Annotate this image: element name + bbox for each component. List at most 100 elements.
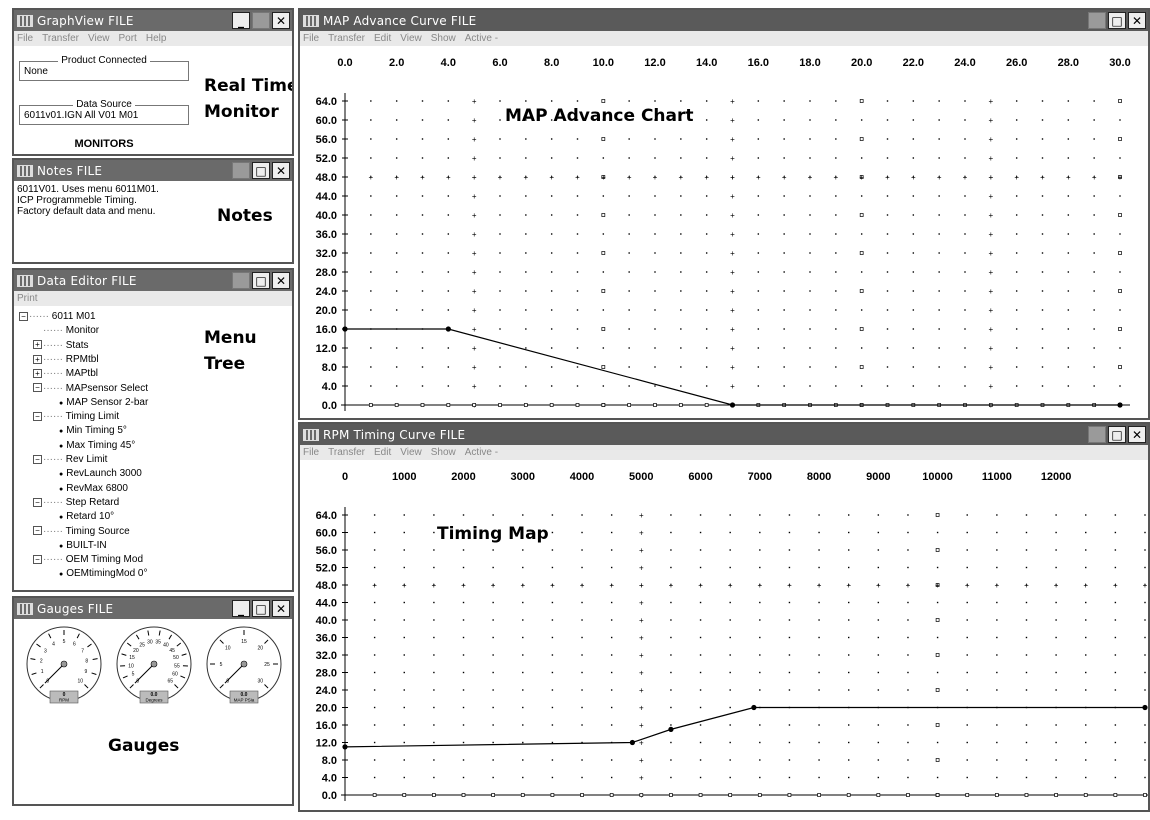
menu-print[interactable]: Print	[17, 293, 38, 304]
tree-item[interactable]: + ······ MAPtbl	[33, 367, 98, 380]
grid-dot	[581, 776, 583, 779]
grid-dot	[788, 531, 791, 534]
menu-file[interactable]: File	[303, 447, 320, 458]
collapse-icon[interactable]: −	[33, 454, 42, 464]
tree-item[interactable]: ● MAP Sensor 2-bar	[59, 396, 148, 410]
menu-edit[interactable]: Edit	[374, 447, 392, 458]
grid-dot	[1144, 689, 1146, 691]
tree-item[interactable]: + ······ RPMtbl	[33, 353, 99, 366]
menu-help[interactable]: Help	[145, 33, 167, 44]
grid-dot	[1093, 138, 1095, 140]
close-icon[interactable]: ✕	[272, 162, 290, 179]
tree-item[interactable]: ······ Monitor	[33, 324, 99, 337]
menu-view[interactable]: View	[400, 447, 422, 458]
curve-point[interactable]	[1117, 402, 1123, 408]
tree-item[interactable]: − ······ Timing Source	[33, 525, 130, 538]
map-titlebar[interactable]: MAP Advance Curve FILE _ □ ✕	[300, 10, 1148, 31]
menu-port[interactable]: Port	[118, 33, 137, 44]
rpm-timing-chart[interactable]: + + + + + + + + + + + + + + + + + + + + + + + + + + + + + + + + + + + + + + + +…	[300, 461, 1148, 811]
grid-square	[669, 793, 673, 797]
tree-item[interactable]: ● RevMax 6800	[59, 482, 128, 496]
tree-item[interactable]: ● Max Timing 45°	[59, 439, 135, 453]
menu-show[interactable]: Show	[430, 33, 456, 44]
collapse-icon[interactable]: −	[33, 554, 42, 564]
tree-item[interactable]: − ······ MAPsensor Select	[33, 382, 148, 395]
tree-item[interactable]: ● BUILT-IN	[59, 539, 107, 553]
maximize-icon[interactable]: □	[252, 162, 270, 179]
map-advance-chart[interactable]: + + + + + + + + + + + + + + + + + + + + + + + + + + + + + + + + + + + + + + + +…	[300, 47, 1148, 419]
close-icon[interactable]: ✕	[272, 272, 290, 289]
grid-square	[639, 793, 644, 797]
curve-point[interactable]	[668, 726, 674, 732]
close-icon[interactable]: ✕	[1128, 12, 1146, 29]
menu-transfer[interactable]: Transfer	[328, 33, 365, 44]
grid-dot	[403, 566, 405, 569]
close-icon[interactable]: ✕	[272, 600, 290, 617]
menu-file[interactable]: File	[303, 33, 320, 44]
grid-square	[995, 793, 999, 797]
collapse-icon[interactable]: −	[19, 311, 28, 321]
maximize-icon[interactable]: □	[1108, 12, 1126, 29]
curve-point[interactable]	[342, 744, 348, 750]
grid-dot	[996, 671, 998, 674]
collapse-icon[interactable]: −	[33, 497, 42, 507]
tree-item[interactable]: ● Min Timing 5°	[59, 424, 127, 438]
curve-point[interactable]	[1142, 704, 1148, 711]
minimize-icon[interactable]: _	[232, 12, 250, 29]
data-editor-titlebar[interactable]: Data Editor FILE _ □ ✕	[14, 270, 292, 291]
tree-item[interactable]: − ······ Step Retard	[33, 496, 119, 509]
gauges-titlebar[interactable]: Gauges FILE _ □ ✕	[14, 598, 292, 619]
menu-transfer[interactable]: Transfer	[42, 33, 79, 44]
collapse-icon[interactable]: −	[33, 526, 42, 536]
notes-titlebar[interactable]: Notes FILE _ □ ✕	[14, 160, 292, 181]
collapse-icon[interactable]: −	[33, 411, 42, 421]
menu-tree[interactable]: − ······ 6011 M01 ······ Monitor + ······ St…	[19, 310, 219, 590]
expand-icon[interactable]: +	[33, 369, 42, 379]
menu-show[interactable]: Show	[430, 447, 456, 458]
menu-transfer[interactable]: Transfer	[328, 447, 365, 458]
tree-item[interactable]: − ······ Timing Limit	[33, 410, 119, 423]
grid-dot	[759, 776, 761, 779]
grid-dot	[759, 689, 761, 691]
close-icon[interactable]: ✕	[272, 12, 290, 29]
tree-item[interactable]: − ······ 6011 M01	[19, 310, 96, 323]
tree-item[interactable]: ● RevLaunch 3000	[59, 467, 142, 481]
menu-view[interactable]: View	[88, 33, 110, 44]
curve-point[interactable]	[751, 704, 757, 711]
minimize-icon[interactable]: _	[232, 600, 250, 617]
expand-icon[interactable]: +	[33, 340, 42, 350]
expand-icon[interactable]: +	[33, 354, 42, 364]
grid-dot	[809, 271, 811, 273]
menu-active[interactable]: Active -	[464, 33, 499, 44]
rpm-titlebar[interactable]: RPM Timing Curve FILE _ □ ✕	[300, 424, 1148, 445]
menu-view[interactable]: View	[400, 33, 422, 44]
grid-dot	[938, 214, 940, 216]
maximize-icon[interactable]: □	[1108, 426, 1126, 443]
menu-active[interactable]: Active -	[464, 447, 499, 458]
curve-point[interactable]	[342, 326, 348, 332]
x-tick-label: 30.0	[1109, 57, 1130, 69]
notes-text[interactable]: 6011V01. Uses menu 6011M01. ICP Programm…	[17, 184, 159, 217]
x-tick-label: 6.0	[492, 57, 507, 69]
grid-square	[728, 793, 733, 797]
close-icon[interactable]: ✕	[1128, 426, 1146, 443]
grid-dot	[699, 549, 702, 551]
maximize-icon[interactable]: □	[252, 600, 270, 617]
tree-item[interactable]: − ······ Rev Limit	[33, 453, 107, 466]
tree-item[interactable]: − ······ OEM Timing Mod	[33, 553, 143, 566]
curve-point[interactable]	[629, 739, 636, 746]
grid-dot	[966, 601, 968, 604]
menu-file[interactable]: File	[17, 33, 34, 44]
tree-item[interactable]: ● OEMtimingMod 0°	[59, 567, 147, 581]
grid-dot	[610, 514, 613, 516]
collapse-icon[interactable]: −	[33, 383, 42, 393]
grid-dot	[370, 366, 372, 368]
maximize-icon[interactable]: □	[252, 272, 270, 289]
menu-edit[interactable]: Edit	[374, 33, 392, 44]
tree-item[interactable]: + ······ Stats	[33, 339, 89, 352]
curve-point[interactable]	[729, 402, 736, 408]
y-tick-label: 36.0	[316, 229, 337, 241]
graphview-titlebar[interactable]: GraphView FILE _ □ ✕	[14, 10, 292, 31]
curve-point[interactable]	[445, 326, 451, 332]
tree-item[interactable]: ● Retard 10°	[59, 510, 114, 524]
